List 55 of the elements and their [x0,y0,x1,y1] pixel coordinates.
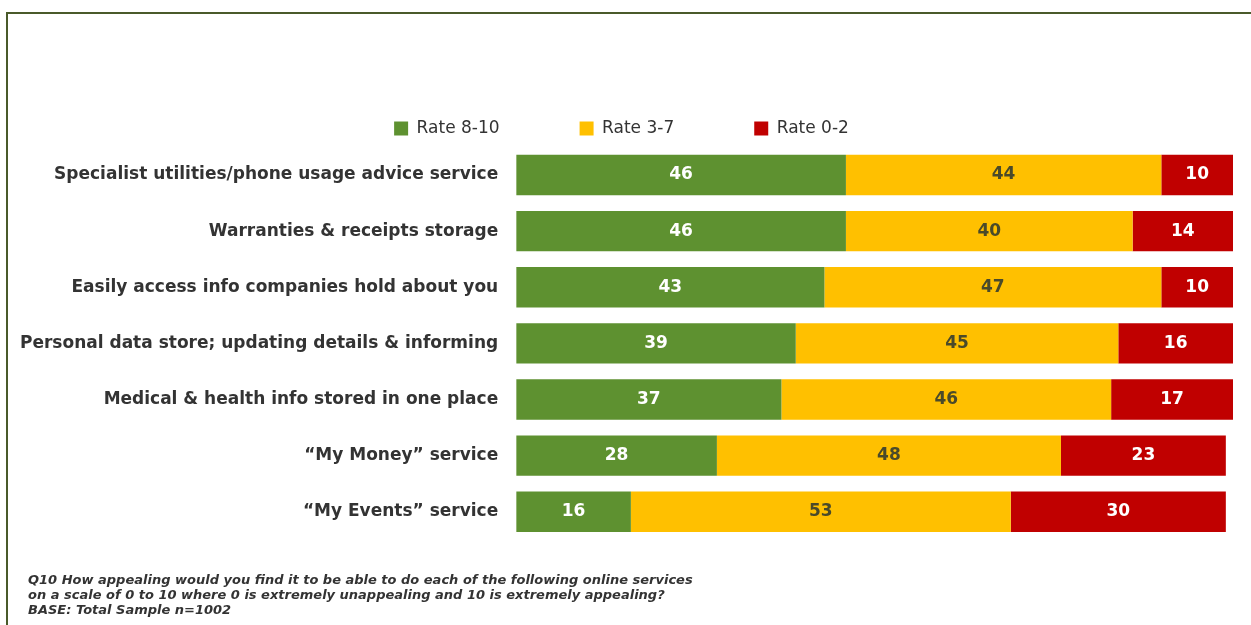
y-tick-label: Warranties & receipts storage [208,219,499,240]
data-label: 44 [991,163,1016,184]
data-label: 48 [877,444,901,465]
bar [845,210,1133,252]
data-label: 10 [1185,163,1210,184]
data-label: 10 [1185,275,1210,296]
bar [1111,379,1233,420]
data-label: 45 [945,331,969,352]
y-tick-label: “My Money” service [304,444,499,465]
bar [516,491,631,532]
bar [845,154,1162,196]
data-label: 46 [669,219,693,240]
data-label: 23 [1131,444,1156,465]
data-label: 46 [934,387,959,408]
bar [795,323,1119,364]
data-label: 40 [977,219,1002,240]
text: Q10 How appealing would you find it to be able to do each of the following online services [28,572,693,587]
legend-label: Rate 0-2 [776,116,849,137]
bar [516,267,825,308]
bar [716,435,1061,476]
data-label: 17 [1160,387,1184,408]
bar [516,379,782,420]
legend-label: Rate 3-7 [602,116,675,137]
bar [1118,323,1233,364]
data-label: 46 [669,163,693,184]
bar [1060,435,1226,476]
text: BASE: Total Sample n=1002 [28,602,233,617]
data-label: 14 [1170,219,1195,240]
text: on a scale of 0 to 10 where 0 is extremely unappealing and 10 is extremely appealing? [28,587,666,602]
y-tick-label: Specialist utilities/phone usage advice service [54,163,499,184]
legend-label: Rate 8-10 [416,116,500,137]
data-label: 28 [604,444,629,465]
bar [630,491,1011,532]
y-tick-label: “My Events” service [302,500,499,521]
bar [1161,267,1233,308]
bar [781,379,1112,420]
data-label: 16 [1163,331,1188,352]
bar [516,323,796,364]
bar [516,210,846,252]
data-label: 16 [561,500,586,521]
bar [824,267,1162,308]
bar [1010,491,1226,532]
data-label: 39 [644,331,668,352]
y-tick-label: Medical & health info stored in one place [103,387,499,408]
bar [516,154,846,196]
y-tick-label: Easily access info companies hold about you [71,275,499,296]
data-label: 37 [636,387,661,408]
data-label: 43 [658,275,683,296]
data-label: 30 [1106,500,1131,521]
bar [1161,154,1233,196]
data-label: 53 [809,500,833,521]
bar [1132,210,1233,252]
y-tick-label: Personal data store; updating details & informing [19,331,499,352]
data-label: 47 [981,275,1005,296]
bar [516,435,717,476]
